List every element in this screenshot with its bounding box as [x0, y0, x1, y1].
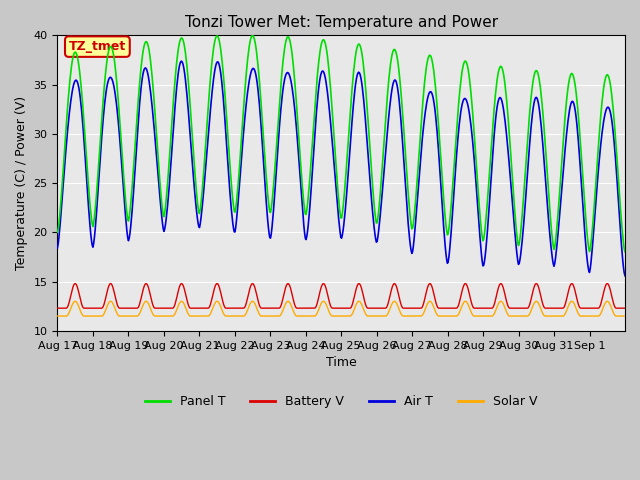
Text: TZ_tmet: TZ_tmet: [68, 40, 126, 53]
X-axis label: Time: Time: [326, 356, 356, 369]
Legend: Panel T, Battery V, Air T, Solar V: Panel T, Battery V, Air T, Solar V: [140, 390, 543, 413]
Title: Tonzi Tower Met: Temperature and Power: Tonzi Tower Met: Temperature and Power: [184, 15, 498, 30]
Y-axis label: Temperature (C) / Power (V): Temperature (C) / Power (V): [15, 96, 28, 270]
